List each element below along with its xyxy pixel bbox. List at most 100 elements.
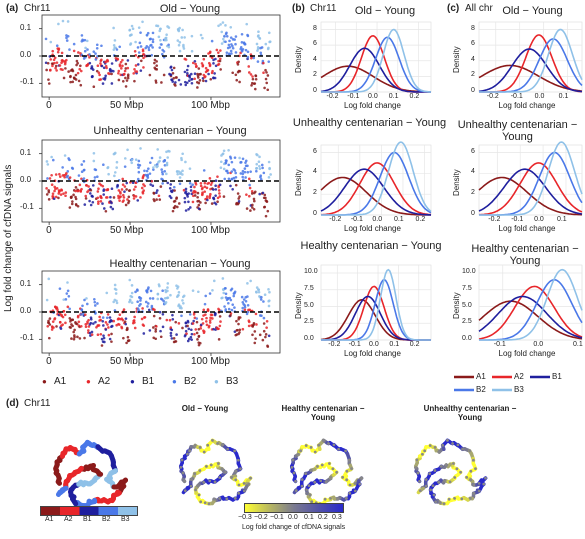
- scatter-point: [102, 163, 105, 167]
- scatter-point: [155, 64, 159, 67]
- scatter-point: [145, 34, 149, 37]
- scatter-point: [225, 34, 229, 38]
- scatter-point: [154, 81, 158, 84]
- scatter-point: [233, 306, 236, 309]
- scatter-point: [114, 292, 118, 295]
- scatter-point: [265, 81, 269, 85]
- scatter-point: [263, 86, 266, 90]
- structure-bead: [218, 476, 222, 479]
- scatter-point: [79, 313, 83, 316]
- structure-bead: [206, 443, 210, 447]
- scatter-point: [99, 199, 103, 203]
- scatter-point: [100, 196, 103, 200]
- scatter-point: [106, 166, 110, 169]
- scatter-point: [74, 322, 78, 325]
- scatter-point: [230, 178, 233, 181]
- scatter-point: [49, 58, 52, 61]
- structure-bead: [218, 496, 221, 500]
- scatter-point: [110, 340, 113, 343]
- scatter-point: [121, 64, 124, 68]
- scatter-point: [100, 58, 103, 62]
- scatter-point: [98, 315, 101, 319]
- scatter-point: [219, 166, 223, 170]
- scatter-point: [90, 65, 94, 68]
- scatter-point: [194, 190, 197, 194]
- scatter-point: [126, 328, 129, 331]
- scatter-point: [224, 40, 227, 44]
- scatter-point: [85, 39, 89, 43]
- scatter-1-title: Old − Young: [159, 3, 221, 15]
- scatter-point: [107, 72, 110, 75]
- scatter-point: [244, 48, 248, 52]
- scatter-point: [204, 313, 207, 316]
- scatter-point: [77, 51, 80, 54]
- scatter-point: [261, 191, 265, 195]
- scatter-point: [142, 66, 145, 69]
- scatter-point: [199, 201, 202, 204]
- scatter-point: [236, 328, 239, 332]
- scatter-point: [219, 23, 222, 26]
- scatter-point: [216, 196, 220, 200]
- scatter-point: [154, 337, 158, 341]
- scatter-point: [173, 204, 177, 208]
- scatter-plot-2: [39, 139, 281, 225]
- structure-bead: [477, 489, 481, 493]
- scatter-point: [161, 289, 164, 292]
- d-colorbar: −0.3 −0.2 −0.1 0.0 0.1 0.2 0.3 Log fold …: [238, 503, 348, 537]
- scatter-point: [166, 282, 170, 285]
- structure-bead: [249, 476, 252, 480]
- scatter-point: [115, 48, 119, 51]
- scatter-point: [135, 70, 139, 73]
- scatter-point: [71, 167, 75, 170]
- scatter-point: [174, 340, 178, 343]
- scatter-point: [262, 71, 265, 74]
- structure-bead: [305, 488, 308, 492]
- structure-bead: [313, 450, 317, 454]
- scatter-point: [203, 302, 207, 306]
- scatter-point: [134, 195, 138, 198]
- scatter-point: [161, 172, 165, 176]
- scatter-point: [190, 49, 194, 53]
- scatter-point: [56, 50, 60, 54]
- scatter-point: [229, 288, 233, 292]
- scatter-point: [50, 173, 53, 177]
- scatter-point: [131, 27, 135, 31]
- structure-bead: [431, 484, 435, 488]
- scatter-point: [120, 326, 124, 330]
- scatter-point: [193, 185, 196, 189]
- scatter-point: [57, 22, 60, 26]
- scatter-point: [96, 196, 100, 200]
- structure-bead: [230, 475, 234, 479]
- scatter-point: [66, 20, 70, 23]
- scatter-point: [251, 77, 255, 81]
- scatter-point: [171, 209, 175, 213]
- structure-bead: [348, 483, 352, 487]
- scatter-point: [267, 60, 271, 63]
- structure-bead: [239, 467, 242, 471]
- scatter-point: [184, 58, 188, 61]
- scatter-point: [196, 76, 200, 79]
- scatter-point: [124, 67, 128, 70]
- scatter-point: [257, 30, 260, 34]
- scatter-point: [224, 292, 228, 296]
- scatter-point: [238, 195, 241, 198]
- scatter-point: [179, 305, 182, 308]
- structure-bead: [444, 463, 448, 467]
- scatter-point: [195, 320, 199, 324]
- scatter-point: [218, 183, 222, 187]
- scatter-point: [192, 319, 195, 323]
- scatter-point: [205, 186, 209, 190]
- scatter-point: [92, 159, 96, 163]
- structure-bead: [477, 481, 481, 485]
- structure-bead: [202, 480, 206, 484]
- scatter-point: [198, 341, 202, 345]
- scatter-point: [123, 190, 126, 193]
- scatter-point: [124, 317, 128, 320]
- scatter-point: [80, 34, 84, 37]
- scatter-point: [124, 203, 128, 207]
- structure-bead: [471, 458, 475, 462]
- structure-bead: [290, 466, 294, 469]
- scatter-point: [101, 319, 105, 323]
- scatter-point: [80, 187, 83, 191]
- scatter-point: [146, 173, 150, 177]
